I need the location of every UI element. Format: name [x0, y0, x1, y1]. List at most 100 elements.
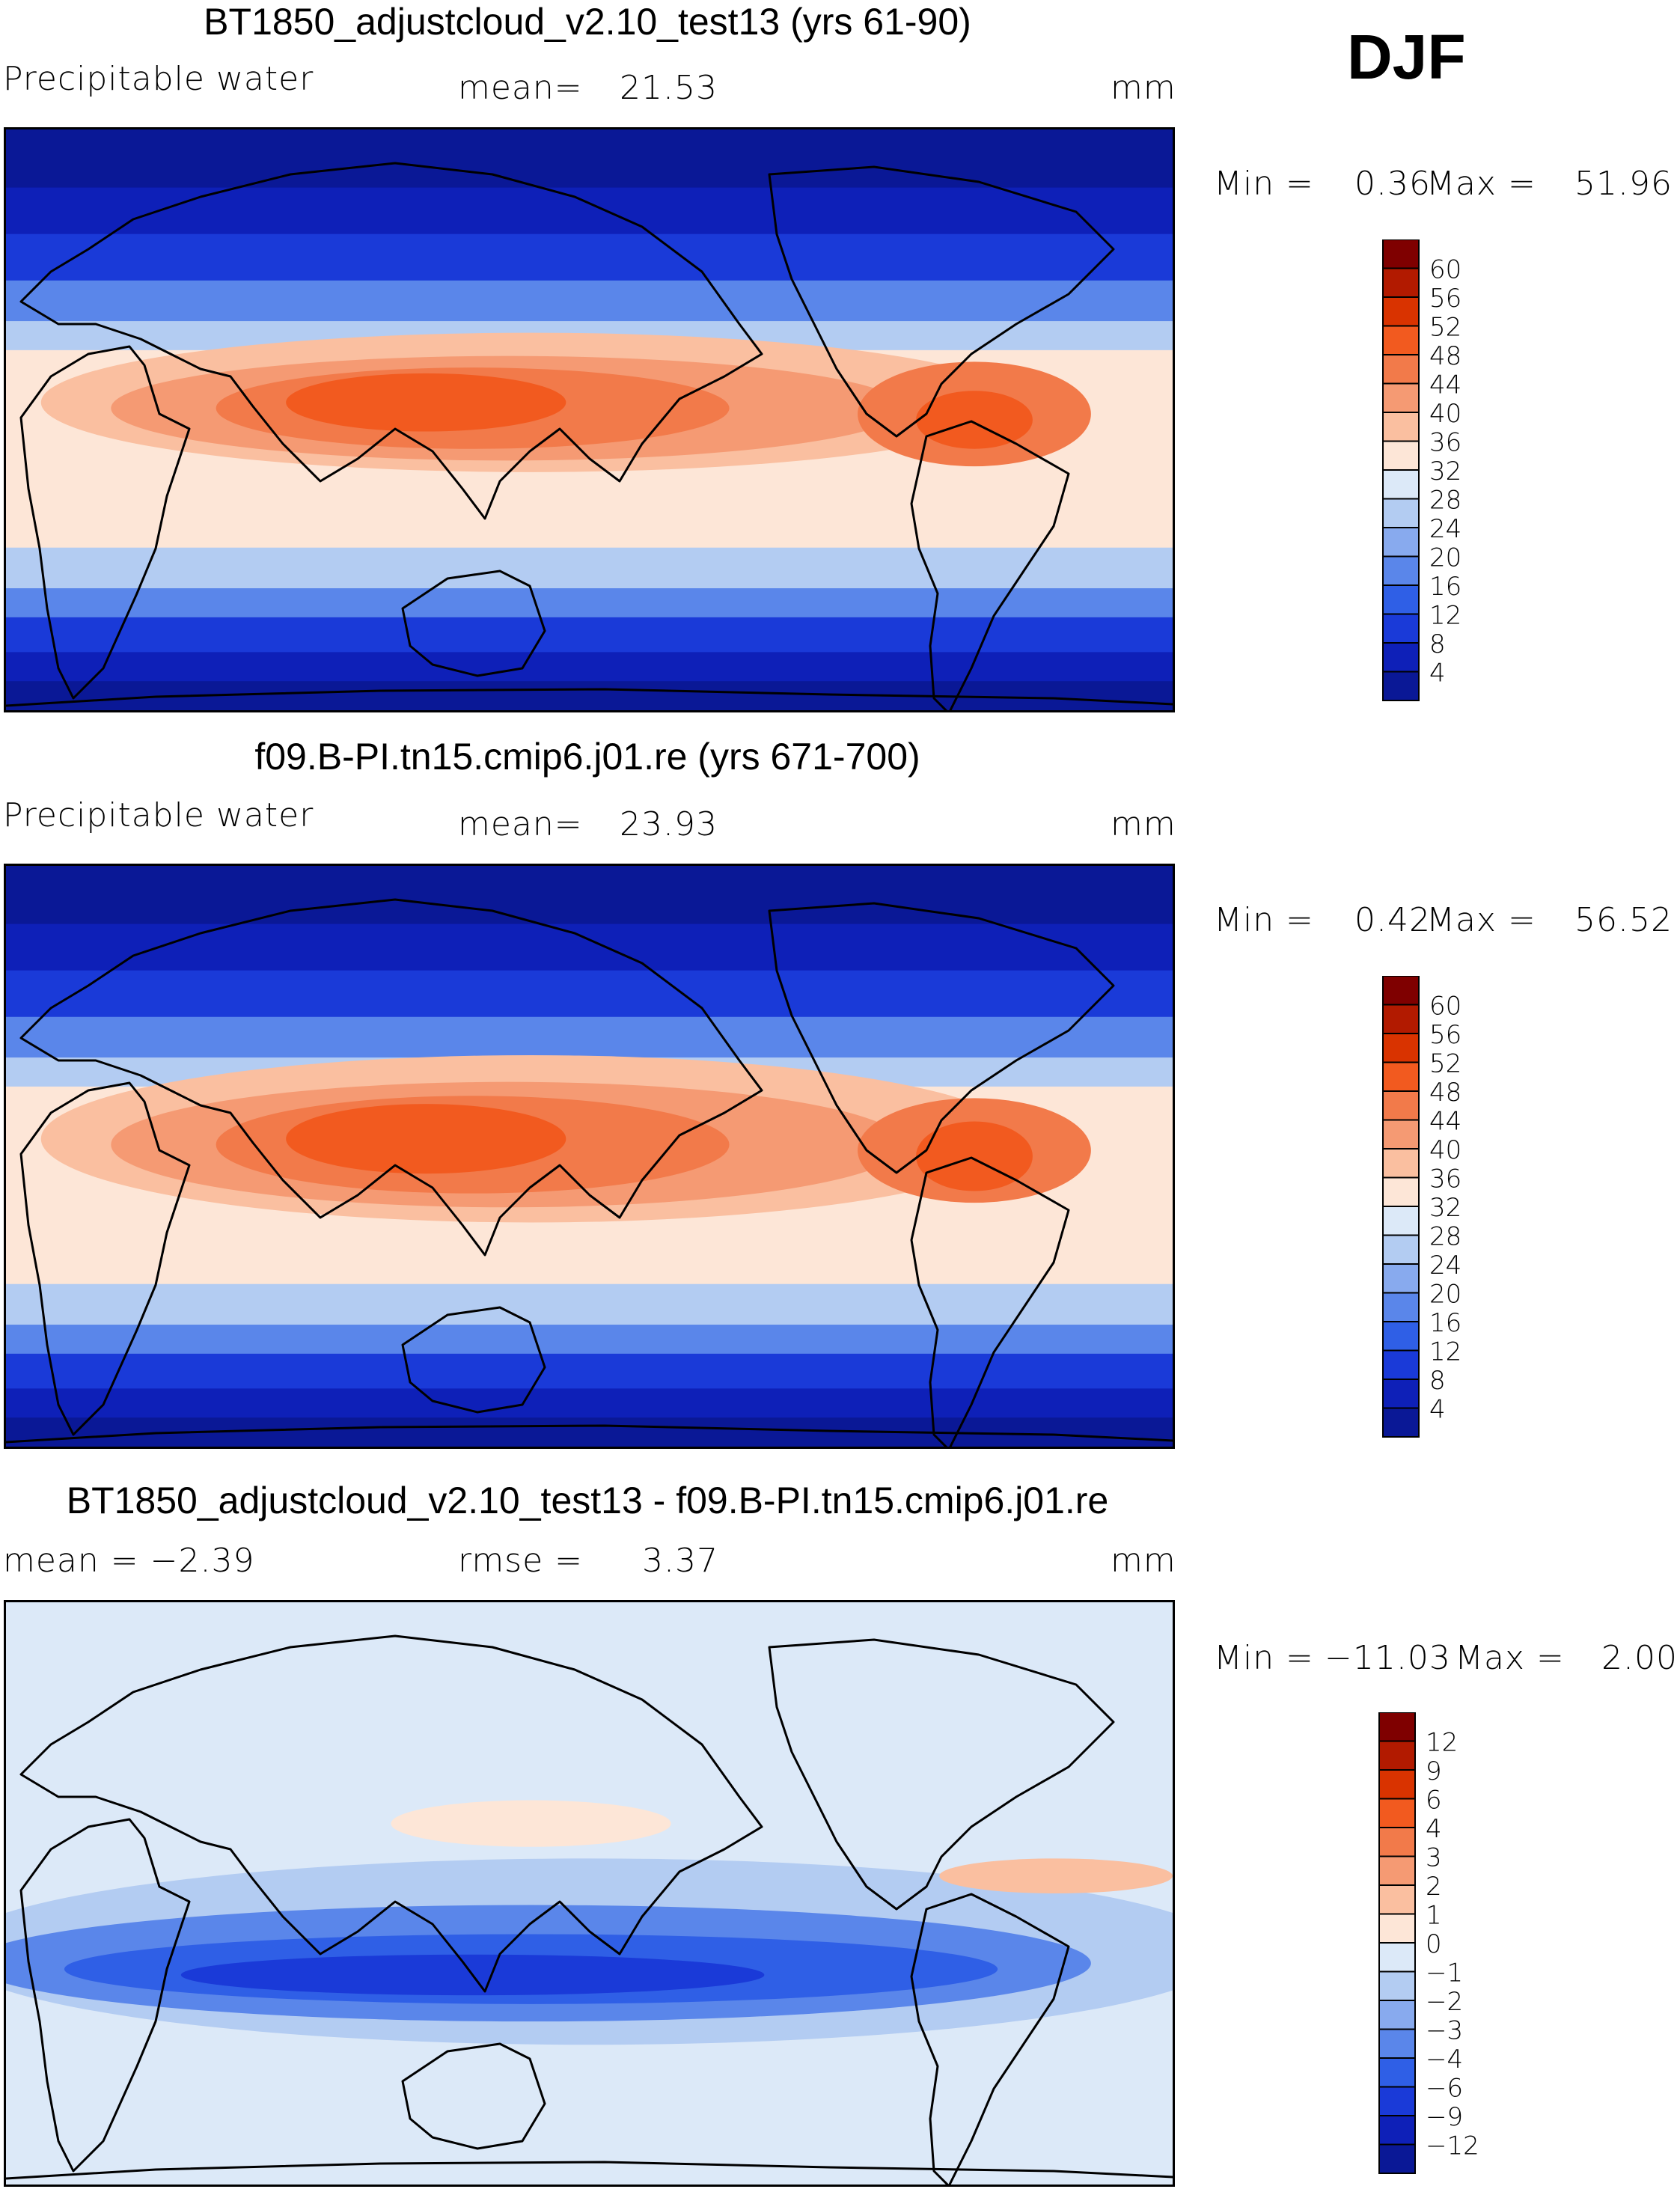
colorbar-tick-label: 12	[1426, 1728, 1458, 1758]
colorbar-swatch	[1382, 1292, 1420, 1322]
colorbar-tick-label: −2	[1426, 1987, 1463, 2017]
colorbar-swatch	[1378, 1798, 1416, 1828]
colorbar-tick-label: 56	[1429, 284, 1461, 314]
colorbar-swatch	[1378, 2057, 1416, 2088]
panel-2-max-value: 56.52	[1574, 901, 1673, 939]
colorbar-tick-label: 60	[1429, 255, 1461, 285]
eurasia-outline	[19, 1634, 763, 1993]
contour-region	[916, 391, 1033, 449]
colorbar-swatch	[1382, 1234, 1420, 1265]
panel-3-min-value: −11.03	[1325, 1639, 1451, 1677]
panel-3-max-value: 2.00	[1601, 1639, 1678, 1677]
antarctica-outline	[6, 688, 1173, 707]
colorbar-swatch	[1378, 2000, 1416, 2030]
colorbar-tick-label: −3	[1426, 2016, 1463, 2046]
colorbar-tick-label: 4	[1429, 1395, 1446, 1425]
panel-3-rmse-label: rmse =	[458, 1542, 584, 1580]
colorbar-swatch	[1382, 1004, 1420, 1034]
antarctica-outline	[6, 1424, 1173, 1444]
contour-region	[286, 1104, 566, 1174]
colorbar-swatch	[1382, 555, 1420, 586]
colorbar-tick-label: 12	[1429, 1337, 1461, 1367]
panel-2-min-value: 0.42	[1354, 901, 1431, 939]
colorbar-tick-label: −9	[1426, 2102, 1463, 2132]
panel-3-max-label: Max =	[1455, 1639, 1565, 1677]
contour-fill-group	[6, 866, 1173, 1447]
colorbar-tick-label: 56	[1429, 1020, 1461, 1050]
colorbar-swatch	[1382, 1349, 1420, 1380]
colorbar-swatch	[1382, 1176, 1420, 1207]
colorbar-tick-label: 20	[1429, 543, 1461, 573]
colorbar-swatch	[1382, 671, 1420, 701]
colorbar-swatch	[1378, 1884, 1416, 1915]
north-america-outline	[768, 165, 1115, 438]
panel-1-mean-label: mean=	[458, 69, 583, 107]
colorbar-swatch	[1382, 1148, 1420, 1179]
colorbar-swatch	[1382, 498, 1420, 528]
africa-outline	[19, 345, 191, 700]
panel-1-mean-value: 21.53	[620, 69, 718, 107]
panel-3-min-label: Min =	[1214, 1639, 1314, 1677]
colorbar-tick-label: 1	[1426, 1901, 1442, 1931]
contour-fill-group	[6, 1602, 1173, 2185]
colorbar-tick-label: 2	[1426, 1872, 1442, 1902]
colorbar-swatch	[1378, 1769, 1416, 1800]
panel-2-mean-value: 23.93	[620, 805, 718, 843]
panel-2-map	[4, 864, 1175, 1449]
colorbar-swatch	[1382, 613, 1420, 644]
colorbar-tick-label: 44	[1429, 1107, 1461, 1137]
colorbar-tick-label: 32	[1429, 1193, 1461, 1223]
colorbar-swatch	[1382, 296, 1420, 327]
panel-1-max-label: Max =	[1426, 165, 1536, 203]
panel-2-contour-plot	[6, 866, 1173, 1447]
colorbar-tick-label: 40	[1429, 1135, 1461, 1165]
panel-1-variable-label: Precipitable water	[3, 60, 314, 98]
panel-1-title: BT1850_adjustcloud_v2.10_test13 (yrs 61-…	[204, 1, 971, 43]
colorbar-tick-label: −12	[1426, 2131, 1479, 2161]
africa-outline	[19, 1818, 191, 2173]
panel-1-max-value: 51.96	[1574, 165, 1673, 203]
colorbar-swatch	[1382, 1119, 1420, 1150]
colorbar-swatch	[1382, 584, 1420, 615]
colorbar-swatch	[1378, 1942, 1416, 1973]
colorbar-swatch	[1378, 2028, 1416, 2059]
colorbar-swatch	[1378, 1827, 1416, 1857]
colorbar-swatch	[1378, 1913, 1416, 1944]
colorbar-tick-label: 36	[1429, 1164, 1461, 1194]
colorbar-tick-label: 3	[1426, 1843, 1442, 1873]
colorbar-swatch	[1382, 642, 1420, 673]
colorbar-swatch	[1382, 325, 1420, 355]
colorbar-swatch	[1382, 239, 1420, 269]
colorbar-tick-label: 48	[1429, 1078, 1461, 1108]
colorbar-swatch	[1378, 1712, 1416, 1742]
colorbar-swatch	[1378, 2143, 1416, 2174]
colorbar-swatch	[1382, 1407, 1420, 1438]
panel-1-min-label: Min =	[1214, 165, 1314, 203]
panel-1-unit: mm	[1111, 69, 1176, 107]
north-america-outline	[768, 1638, 1115, 1911]
colorbar-swatch	[1382, 354, 1420, 385]
colorbar-swatch	[1378, 1970, 1416, 2001]
africa-outline	[19, 1081, 191, 1436]
contour-fill-group	[6, 129, 1173, 710]
colorbar-swatch	[1382, 1263, 1420, 1294]
colorbar-swatch	[1382, 1321, 1420, 1352]
eurasia-outline	[19, 162, 763, 520]
panel-3-title: BT1850_adjustcloud_v2.10_test13 - f09.B-…	[66, 1480, 1109, 1521]
panel-1-map	[4, 127, 1175, 712]
colorbar-swatch	[1382, 1206, 1420, 1236]
coastlines	[6, 162, 1173, 710]
colorbar-tick-label: 0	[1426, 1929, 1442, 1959]
north-america-outline	[768, 902, 1115, 1174]
colorbar-swatch	[1382, 976, 1420, 1006]
panel-2-min-label: Min =	[1214, 901, 1314, 939]
colorbar-tick-label: 32	[1429, 457, 1461, 486]
colorbar-tick-label: 44	[1429, 370, 1461, 400]
contour-region	[391, 1800, 671, 1847]
colorbar-tick-label: 60	[1429, 992, 1461, 1022]
colorbar-swatch	[1382, 1033, 1420, 1063]
colorbar-tick-label: 28	[1429, 486, 1461, 516]
south-america-outline	[910, 1156, 1070, 1447]
